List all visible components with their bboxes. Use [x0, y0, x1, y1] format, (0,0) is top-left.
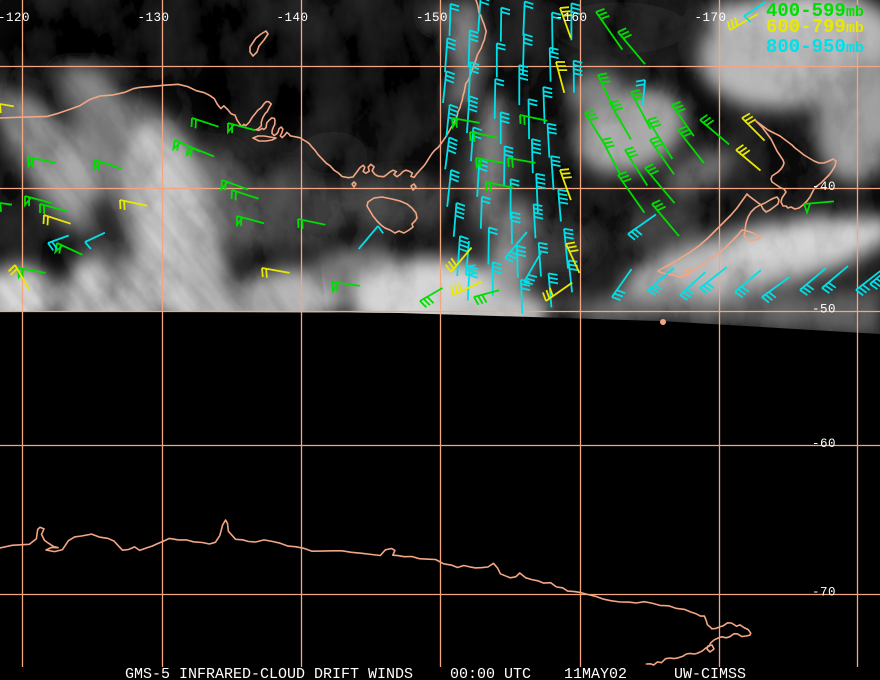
svg-text:-170: -170 — [694, 11, 726, 25]
svg-text:-50: -50 — [812, 303, 836, 317]
svg-text:600-799mb: 600-799mb — [766, 16, 864, 38]
svg-text:800-950mb: 800-950mb — [766, 36, 864, 58]
svg-text:-130: -130 — [137, 11, 169, 25]
svg-text:400-599mb: 400-599mb — [766, 0, 864, 22]
svg-text:UW-CIMSS: UW-CIMSS — [674, 666, 746, 680]
svg-text:11MAY02: 11MAY02 — [564, 666, 627, 680]
svg-text:-140: -140 — [276, 11, 308, 25]
svg-text:-40: -40 — [812, 180, 836, 194]
svg-text:-70: -70 — [812, 586, 836, 600]
svg-text:-120: -120 — [0, 11, 30, 25]
svg-text:-60: -60 — [812, 437, 836, 451]
svg-text:GMS-5 INFRARED-CLOUD DRIFT WIN: GMS-5 INFRARED-CLOUD DRIFT WINDS — [125, 666, 413, 680]
svg-text:-160: -160 — [555, 11, 587, 25]
svg-text:-150: -150 — [416, 11, 448, 25]
svg-text:00:00 UTC: 00:00 UTC — [450, 666, 531, 680]
